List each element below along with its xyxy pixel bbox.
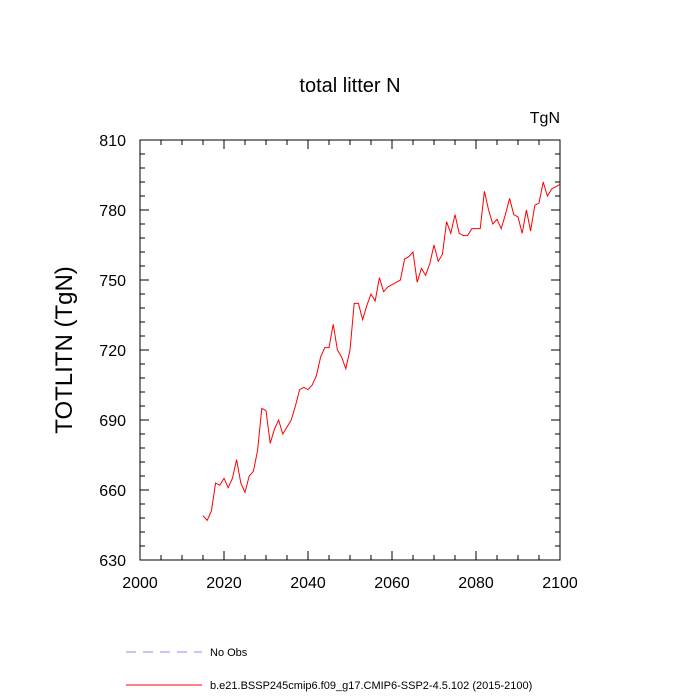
y-tick-label: 720 bbox=[99, 343, 126, 360]
y-tick-label: 780 bbox=[99, 203, 126, 220]
x-tick-label: 2100 bbox=[542, 575, 578, 592]
x-tick-label: 2020 bbox=[206, 575, 242, 592]
series-group bbox=[202, 181, 561, 522]
x-tick-label: 2040 bbox=[290, 575, 326, 592]
axis-ticks bbox=[139, 139, 561, 561]
chart-title: total litter N bbox=[299, 75, 400, 97]
y-tick-label: 630 bbox=[99, 553, 126, 570]
series-line-0 bbox=[202, 181, 561, 522]
x-tick-label: 2060 bbox=[374, 575, 410, 592]
y-axis-label: TOTLITN (TgN) bbox=[51, 266, 78, 434]
axis-tick-labels: 2000 2020 2040 2060 2080 2100 630 660 690 720 750 7… bbox=[99, 133, 578, 592]
y-tick-label: 690 bbox=[99, 413, 126, 430]
y-tick-label: 750 bbox=[99, 273, 126, 290]
y-tick-label: 660 bbox=[99, 483, 126, 500]
x-tick-label: 2080 bbox=[458, 575, 494, 592]
y-tick-label: 810 bbox=[99, 133, 126, 150]
legend: No Obs b.e21.BSSP245cmip6.f09_g17.CMIP6-S… bbox=[126, 647, 532, 692]
units-label: TgN bbox=[530, 110, 560, 127]
x-tick-label: 2000 bbox=[122, 575, 158, 592]
legend-label: No Obs bbox=[210, 647, 248, 659]
legend-label: b.e21.BSSP245cmip6.f09_g17.CMIP6-SSP2-4.… bbox=[210, 680, 532, 692]
